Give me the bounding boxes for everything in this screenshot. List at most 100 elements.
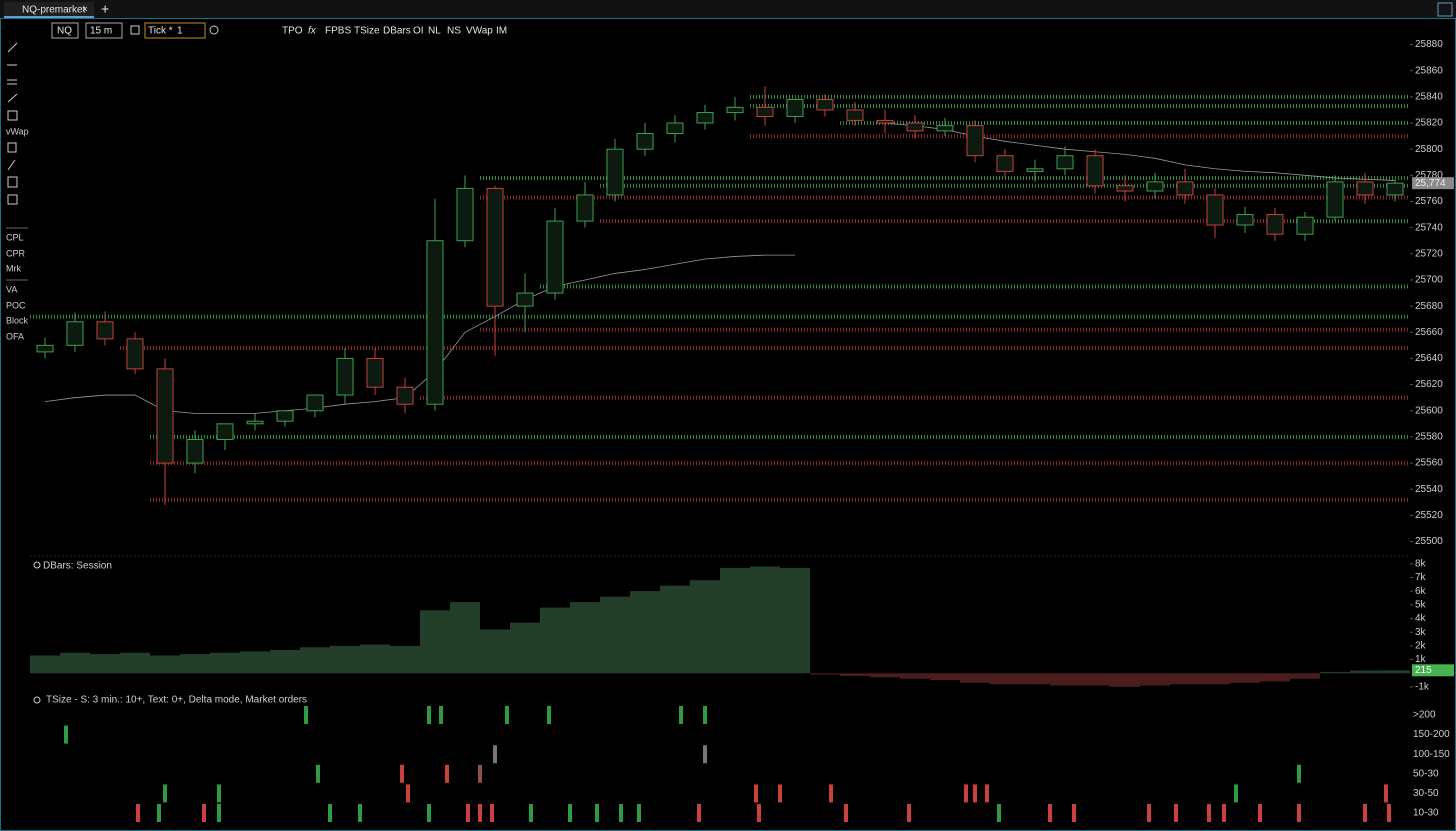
tick-mode[interactable]: Tick * xyxy=(148,26,173,37)
panel-settings[interactable] xyxy=(33,561,41,569)
timeframe[interactable]: 15 m xyxy=(90,26,112,37)
timeframe-box[interactable] xyxy=(85,22,123,39)
symbol-box[interactable] xyxy=(51,22,79,39)
toolbar-button[interactable]: TPO xyxy=(282,26,303,37)
trade-bar xyxy=(757,804,761,822)
trade-bar xyxy=(490,804,494,822)
current-delta-tag xyxy=(1412,664,1454,677)
candle-body xyxy=(276,410,294,422)
toolbar-button[interactable]: IM xyxy=(496,26,507,37)
new-tab[interactable]: + xyxy=(101,1,109,17)
trade-bar xyxy=(445,764,449,783)
trade-bar xyxy=(1174,804,1178,822)
row-label: 30-50 xyxy=(1413,788,1439,799)
trade-bar xyxy=(973,784,977,803)
sidebar-item[interactable]: Block xyxy=(6,315,29,325)
toolbar-button[interactable]: DBars xyxy=(383,26,411,37)
trade-bar xyxy=(478,764,482,783)
tick-box[interactable] xyxy=(144,22,206,39)
sidebar-item[interactable]: CPL xyxy=(6,232,24,242)
sidebar-item[interactable]: VA xyxy=(6,284,17,294)
delta-bar xyxy=(330,645,360,674)
fx-icon[interactable]: fx xyxy=(308,26,317,37)
y-tick-label: -1k xyxy=(1415,682,1430,693)
candle-body xyxy=(1146,181,1164,192)
candle-body xyxy=(216,423,234,441)
candle-body xyxy=(126,338,144,370)
tab[interactable] xyxy=(4,2,94,18)
trade-bar xyxy=(217,784,221,803)
tab-title[interactable]: NQ-premarket xyxy=(22,5,86,16)
trade-bar xyxy=(400,764,404,783)
toolbar-button[interactable]: TSize xyxy=(354,26,380,37)
panel-settings[interactable] xyxy=(33,696,41,704)
delta-bar xyxy=(1230,673,1260,683)
dbars-title: DBars: Session xyxy=(43,561,112,572)
candle-body xyxy=(1356,181,1374,196)
delta-bar xyxy=(930,673,960,681)
trade-bar xyxy=(157,804,161,822)
delta-bar xyxy=(210,652,240,674)
delta-bar xyxy=(960,673,990,683)
checkbox[interactable] xyxy=(130,25,140,35)
candle-body xyxy=(1176,181,1194,196)
y-tick-label: 25800 xyxy=(1415,144,1443,155)
candle-body xyxy=(1086,155,1104,187)
trade-bar xyxy=(637,804,641,822)
trade-bar xyxy=(679,706,683,724)
settings-icon[interactable] xyxy=(209,25,219,35)
sidebar-item[interactable]: CPR xyxy=(6,248,26,258)
delta-bar xyxy=(240,651,270,674)
trade-bar xyxy=(427,804,431,822)
y-tick-label: 25520 xyxy=(1415,510,1443,521)
sidebar-item[interactable]: vWap xyxy=(6,126,29,136)
candle-body xyxy=(1026,168,1044,172)
candle-body xyxy=(1296,216,1314,235)
delta-bar xyxy=(1020,673,1050,685)
candle-body xyxy=(876,119,894,124)
trade-bar xyxy=(964,784,968,803)
trade-bar xyxy=(844,804,848,822)
symbol[interactable]: NQ xyxy=(57,26,72,37)
delta-bar xyxy=(1200,673,1230,685)
tab-close[interactable]: × xyxy=(82,5,88,16)
delta-bar xyxy=(840,673,870,676)
trade-bar xyxy=(703,706,707,724)
y-tick-label: 25780 xyxy=(1415,170,1443,181)
candle-body xyxy=(546,220,564,294)
candle-body xyxy=(816,98,834,111)
delta-bar xyxy=(780,567,810,674)
trade-bar xyxy=(703,745,707,764)
tsize-panel: >200 150-200 100-150 50-30 30-50 10-30 xyxy=(64,706,1450,822)
delta-bar xyxy=(1080,673,1110,686)
trade-bar xyxy=(439,706,443,724)
sidebar-item[interactable]: POC xyxy=(6,300,26,310)
candle-body xyxy=(756,106,774,117)
toolbar-button[interactable]: OI xyxy=(413,26,424,37)
y-tick-label: 25600 xyxy=(1415,405,1443,416)
toolbar-button[interactable]: NS xyxy=(447,26,461,37)
delta-bar xyxy=(120,652,150,674)
trade-bar xyxy=(1297,764,1301,783)
candle-body xyxy=(306,394,324,412)
toolbar-button[interactable]: NL xyxy=(428,26,441,37)
toolbar-button[interactable]: VWap xyxy=(466,26,493,37)
candle-body xyxy=(36,344,54,353)
delta-bar xyxy=(360,644,390,674)
tick-value[interactable]: 1 xyxy=(177,26,183,37)
delta-bar xyxy=(720,567,750,674)
y-tick-label: 25540 xyxy=(1415,484,1443,495)
trade-bar xyxy=(595,804,599,822)
toolbar-button[interactable]: FPBS xyxy=(325,26,351,37)
trade-bar xyxy=(907,804,911,822)
delta-bar xyxy=(1380,670,1410,674)
window-close[interactable] xyxy=(1437,2,1453,17)
trade-bar xyxy=(1384,784,1388,803)
sidebar-item[interactable]: OFA xyxy=(6,331,24,341)
trade-bar xyxy=(478,804,482,822)
trade-bar xyxy=(217,804,221,822)
delta-bar xyxy=(600,596,630,674)
sidebar-item[interactable]: Mrk xyxy=(6,263,21,273)
current-price-tag xyxy=(1412,177,1454,190)
